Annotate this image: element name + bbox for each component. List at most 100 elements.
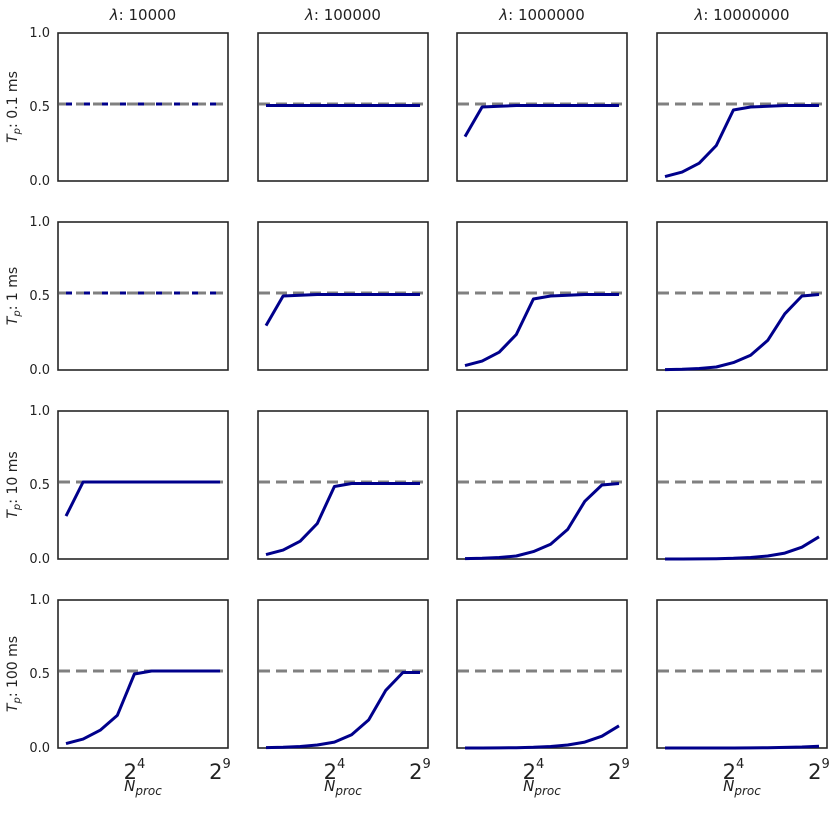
panel-frame <box>656 599 828 749</box>
series-line <box>264 293 420 327</box>
panel <box>656 32 828 182</box>
x-label-base: N <box>523 777 534 795</box>
series-line <box>265 671 420 750</box>
x-label-subscript: proc <box>334 784 362 798</box>
panel-frame <box>57 32 229 182</box>
panel: 0.0 0.5 1.0 <box>29 215 229 378</box>
panel <box>456 410 628 561</box>
panel <box>456 32 628 182</box>
tp-symbol: T <box>5 133 21 143</box>
tp-symbol: T <box>5 315 21 325</box>
row-value: : 10 ms <box>5 451 21 503</box>
x-tick-base: 2 <box>124 760 137 784</box>
x-tick-base: 2 <box>808 760 821 784</box>
panel: 0.0 0.5 1.0 <box>29 404 229 567</box>
panel-frame <box>656 410 828 560</box>
column-value: : 1000000 <box>508 6 585 24</box>
x-tick-exponent: 9 <box>822 757 830 772</box>
column-value: : 10000 <box>119 6 177 24</box>
x-tick-base: 2 <box>324 760 337 784</box>
panel-frame <box>57 410 229 560</box>
tp-subscript: p <box>12 128 23 135</box>
x-tick-exponent: 4 <box>337 757 345 772</box>
series-line <box>664 104 819 179</box>
y-tick-label: 1.0 <box>29 26 50 41</box>
x-axis-label: Nproc <box>723 777 761 798</box>
tp-symbol: T <box>5 509 21 519</box>
tp-subscript: p <box>12 504 23 511</box>
panel <box>656 221 828 372</box>
series-line <box>665 535 820 561</box>
x-axis-label: Nproc <box>124 777 162 798</box>
panel <box>656 410 828 561</box>
x-tick-exponent: 9 <box>223 757 231 772</box>
x-tick-base: 2 <box>209 760 222 784</box>
column-value: : 10000000 <box>703 6 789 24</box>
row-label: Tp: 0.1 ms <box>5 71 23 143</box>
y-tick-label: 0.0 <box>29 552 50 567</box>
tp-subscript: p <box>12 697 23 704</box>
column-title: λ: 10000000 <box>693 6 789 24</box>
panel-frame <box>456 599 628 749</box>
panel <box>257 32 429 182</box>
tp-subscript: p <box>12 310 23 317</box>
x-tick-label: 29 <box>608 757 630 784</box>
row-value: : 100 ms <box>5 636 21 697</box>
panel-frame <box>57 221 229 371</box>
y-tick-label: 1.0 <box>29 215 50 230</box>
series-line <box>65 669 220 746</box>
y-tick-label: 1.0 <box>29 404 50 419</box>
x-tick-exponent: 4 <box>536 757 544 772</box>
tp-symbol: T <box>5 702 21 712</box>
x-tick-exponent: 4 <box>736 757 744 772</box>
series-line <box>665 744 820 750</box>
x-tick-label: 24 <box>723 757 745 784</box>
series-line <box>464 293 619 368</box>
x-label-subscript: proc <box>733 784 761 798</box>
x-tick-exponent: 9 <box>423 757 431 772</box>
series-line <box>465 724 620 750</box>
panel <box>456 221 628 371</box>
row-label: Tp: 10 ms <box>5 451 23 518</box>
x-label-subscript: proc <box>533 784 561 798</box>
x-axis-label: Nproc <box>523 777 561 798</box>
x-tick-label: 29 <box>808 757 830 784</box>
y-tick-label: 0.0 <box>29 741 50 756</box>
x-tick-label: 29 <box>209 757 231 784</box>
panel: 24 29 Nproc <box>257 599 431 798</box>
lambda-symbol: λ <box>109 6 119 24</box>
x-label-base: N <box>124 777 135 795</box>
series-line <box>265 482 420 557</box>
x-tick-exponent: 4 <box>137 757 145 772</box>
column-title: λ: 1000000 <box>498 6 585 24</box>
row-value: : 0.1 ms <box>5 71 21 128</box>
row-label: Tp: 100 ms <box>5 636 23 712</box>
column-title: λ: 10000 <box>109 6 176 24</box>
x-axis-label: Nproc <box>324 777 362 798</box>
y-tick-label: 0.5 <box>29 478 50 493</box>
column-title: λ: 100000 <box>304 6 381 24</box>
series-line <box>64 480 220 517</box>
y-tick-label: 0.5 <box>29 100 50 115</box>
x-label-base: N <box>723 777 734 795</box>
lambda-symbol: λ <box>693 6 703 24</box>
panel: 0.0 0.5 1.0 <box>29 26 229 189</box>
series-line <box>464 482 620 561</box>
series-line <box>463 104 619 138</box>
y-tick-label: 0.5 <box>29 289 50 304</box>
row-value: : 1 ms <box>5 267 21 310</box>
panel-frame <box>456 410 628 560</box>
x-tick-base: 2 <box>723 760 736 784</box>
x-tick-label: 29 <box>409 757 431 784</box>
y-tick-label: 0.0 <box>29 363 50 378</box>
panel <box>257 221 429 371</box>
x-label-subscript: proc <box>134 784 162 798</box>
y-tick-label: 0.5 <box>29 667 50 682</box>
panel <box>257 410 429 560</box>
panel-frame <box>656 221 828 371</box>
x-tick-exponent: 9 <box>622 757 630 772</box>
